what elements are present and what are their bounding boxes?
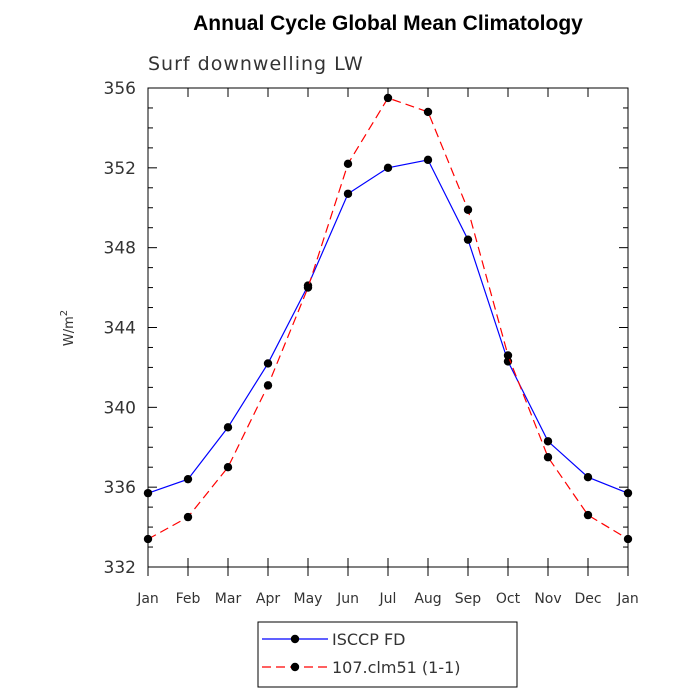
series-0-point bbox=[543, 437, 553, 446]
series-1-point bbox=[463, 205, 473, 214]
y-tick-label: 332 bbox=[104, 558, 136, 578]
series-1-point bbox=[623, 534, 633, 544]
legend-marker-0 bbox=[290, 634, 300, 644]
x-tick-label: Dec bbox=[574, 591, 601, 607]
series-1-point bbox=[383, 93, 393, 103]
series-1-point bbox=[263, 381, 273, 390]
x-tick-label: Aug bbox=[414, 591, 441, 607]
y-axis-label: W/m2 bbox=[59, 310, 77, 346]
series-0-point bbox=[423, 155, 433, 165]
x-tick-label: Jan bbox=[616, 591, 639, 607]
series-1-point bbox=[303, 283, 313, 292]
series-1-point bbox=[583, 510, 593, 520]
legend-label-0: ISCCP FD bbox=[332, 630, 405, 649]
series-0-point bbox=[343, 189, 353, 198]
series-1-point bbox=[143, 534, 153, 544]
x-tick-label: Jul bbox=[379, 591, 397, 607]
series-1-point bbox=[343, 159, 353, 169]
series-0-point bbox=[463, 235, 473, 244]
y-tick-label: 340 bbox=[104, 398, 136, 418]
x-tick-label: Nov bbox=[534, 591, 561, 607]
legend-box bbox=[257, 621, 518, 688]
plot-frame bbox=[147, 87, 629, 568]
x-tick-label: Apr bbox=[256, 591, 280, 607]
series-1-point bbox=[423, 107, 433, 117]
chart-title: Annual Cycle Global Mean Climatology bbox=[193, 12, 583, 35]
series-0-point bbox=[183, 474, 193, 484]
series-line-0 bbox=[147, 159, 629, 494]
series-1-point bbox=[183, 512, 193, 522]
legend-marker-1 bbox=[290, 662, 300, 672]
series-0-point bbox=[143, 488, 153, 498]
y-tick-label: 344 bbox=[104, 319, 136, 339]
x-tick-label: Feb bbox=[176, 591, 201, 607]
series-1-point bbox=[503, 351, 513, 360]
series-0-point bbox=[623, 488, 633, 498]
x-tick-label: May bbox=[294, 591, 323, 607]
y-tick-label: 336 bbox=[104, 478, 136, 498]
y-axis-label-superscript: 2 bbox=[59, 310, 70, 316]
chart-subtitle: Surf downwelling LW bbox=[148, 53, 364, 75]
y-axis-label-base: W/m bbox=[62, 316, 77, 346]
series-0-point bbox=[263, 359, 273, 368]
x-tick-label: Jan bbox=[136, 591, 159, 607]
y-tick-label: 352 bbox=[104, 159, 136, 179]
x-tick-label: Oct bbox=[496, 591, 521, 607]
series-1-point bbox=[223, 463, 233, 472]
x-tick-label: Jun bbox=[336, 591, 359, 607]
plot-area: 332 336 340 344 348 352 356 Jan Feb Mar Apr May Jun J… bbox=[104, 79, 639, 607]
legend-label-1: 107.clm51 (1-1) bbox=[332, 658, 461, 677]
x-tick-label: Mar bbox=[215, 591, 242, 607]
x-tick-label: Sep bbox=[455, 591, 482, 607]
legend: ISCCP FD 107.clm51 (1-1) bbox=[257, 621, 518, 688]
series-1-point bbox=[543, 453, 553, 462]
y-tick-label: 356 bbox=[104, 79, 136, 99]
y-tick-label: 348 bbox=[104, 239, 136, 259]
series-0-point bbox=[383, 163, 393, 173]
series-0-point bbox=[223, 423, 233, 432]
series-0-point bbox=[583, 472, 593, 482]
